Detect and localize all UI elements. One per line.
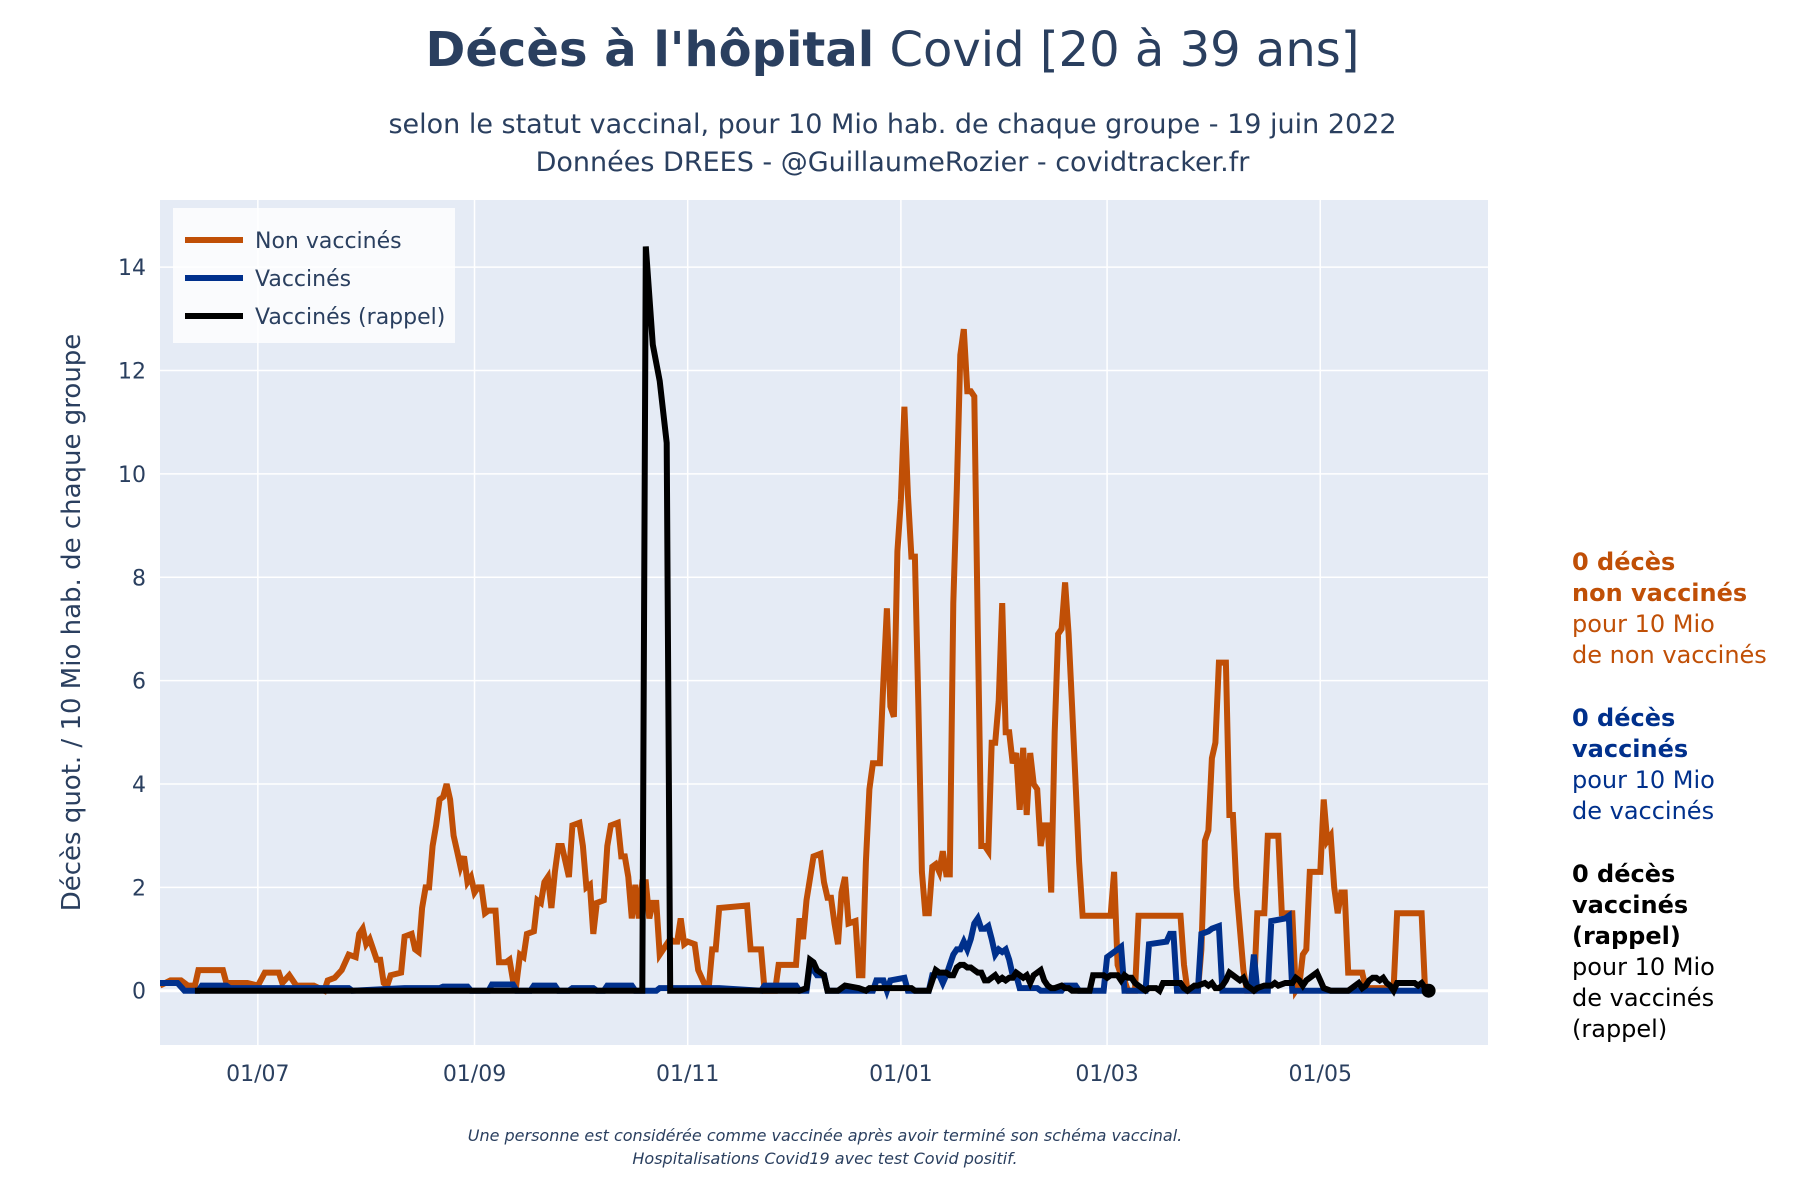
side-annotation-population: de vaccinés (1572, 797, 1715, 825)
side-annotation-population: de non vaccinés (1572, 641, 1767, 669)
y-tick-label: 6 (132, 670, 146, 695)
chart-title: Décès à l'hôpital Covid [20 à 39 ans] (0, 22, 1785, 78)
side-annotation-unit: pour 10 Mio (1572, 953, 1715, 981)
y-tick-label: 0 (132, 980, 146, 1005)
x-tick-label: 01/09 (443, 1062, 506, 1087)
side-annotation-non-vaccines: 0 décès non vaccinés pour 10 Mio de non … (1572, 547, 1767, 671)
series-line-rappel (194, 246, 1431, 997)
series-line-non-vaccines (160, 328, 1429, 1000)
x-tick-label: 01/05 (1289, 1062, 1352, 1087)
chart-title-rest: Covid [20 à 39 ans] (874, 22, 1360, 78)
subtitle-line-1: selon le statut vaccinal, pour 10 Mio ha… (388, 109, 1397, 140)
footnote-line-2: Hospitalisations Covid19 avec test Covid… (632, 1149, 1018, 1168)
x-tick-label: 01/11 (656, 1062, 719, 1087)
y-tick-label: 12 (118, 360, 146, 385)
side-annotation-group: vaccinés (rappel) (1572, 891, 1689, 950)
y-tick-label: 14 (118, 256, 146, 281)
side-annotation-count: 0 décès (1572, 704, 1676, 732)
side-annotation-group: non vaccinés (1572, 579, 1748, 607)
legend: Non vaccinés Vaccinés Vaccinés (rappel) (173, 208, 455, 343)
side-annotation-group: vaccinés (1572, 735, 1689, 763)
x-tick-label: 01/03 (1075, 1062, 1138, 1087)
y-axis-title: Décès quot. / 10 Mio hab. de chaque grou… (57, 334, 87, 912)
side-annotation-population: de vaccinés (rappel) (1572, 984, 1715, 1043)
legend-label: Non vaccinés (255, 229, 402, 254)
side-annotation-vaccines: 0 décès vaccinés pour 10 Mio de vaccinés (1572, 703, 1715, 827)
y-tick-label: 8 (132, 566, 146, 591)
x-tick-label: 01/01 (869, 1062, 932, 1087)
y-tick-label: 4 (132, 773, 146, 798)
side-annotation-unit: pour 10 Mio (1572, 610, 1715, 638)
side-annotation-rappel: 0 décès vaccinés (rappel) pour 10 Mio de… (1572, 859, 1800, 1045)
side-annotation-count: 0 décès (1572, 860, 1676, 888)
x-tick-label: 01/07 (226, 1062, 289, 1087)
legend-label: Vaccinés (255, 267, 351, 292)
y-tick-label: 10 (118, 463, 146, 488)
subtitle-line-2: Données DREES - @GuillaumeRozier - covid… (535, 147, 1250, 178)
side-annotation-count: 0 décès (1572, 548, 1676, 576)
legend-label: Vaccinés (rappel) (255, 305, 445, 330)
footnote-line-1: Une personne est considérée comme vaccin… (467, 1126, 1183, 1145)
chart-title-bold: Décès à l'hôpital (425, 22, 875, 78)
series-end-marker (1421, 983, 1436, 998)
footnote: Une personne est considérée comme vaccin… (0, 1124, 1650, 1170)
chart-subtitle: selon le statut vaccinal, pour 10 Mio ha… (0, 106, 1785, 182)
side-annotation-unit: pour 10 Mio (1572, 766, 1715, 794)
y-tick-label: 2 (132, 876, 146, 901)
